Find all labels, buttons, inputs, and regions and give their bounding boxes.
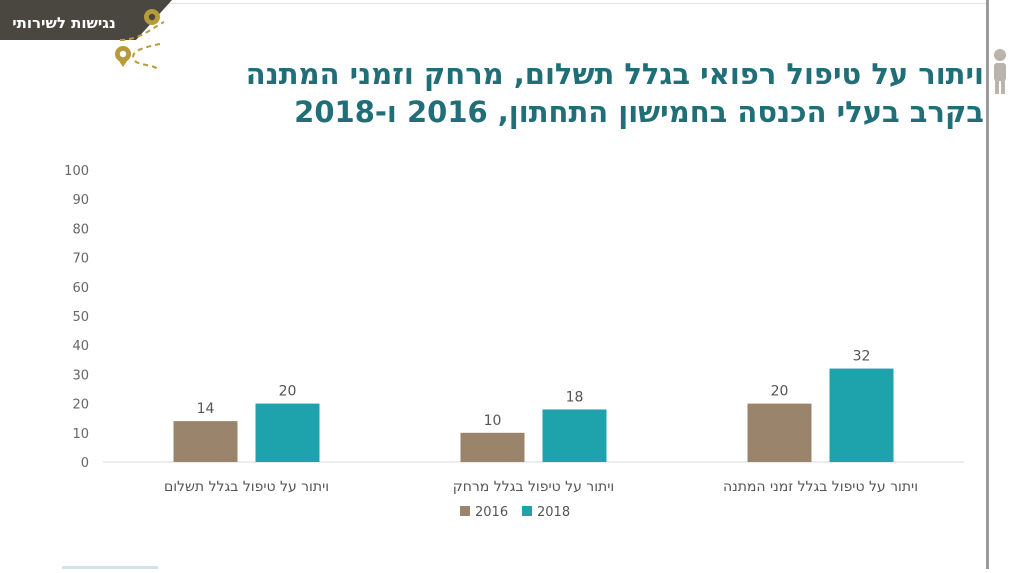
bar-2016-2 bbox=[173, 421, 238, 462]
category-label: ויתור על טיפול בגלל מרחק bbox=[453, 479, 614, 495]
bar-2018-2 bbox=[255, 403, 320, 462]
chart-canvas: 0 10 20 30 40 50 60 70 80 90 100 20 32 ויתור על טיפול… bbox=[64, 164, 964, 520]
y-tick-label: 0 bbox=[81, 456, 89, 471]
banner-label: נגישות לשירותי bbox=[12, 14, 116, 32]
slide-title: ויתור על טיפול רפואי בגלל תשלום, מרחק וז… bbox=[144, 55, 984, 131]
route-decoration bbox=[115, 43, 161, 71]
bar-chart: 0 10 20 30 40 50 60 70 80 90 100 20 32 ויתור על טיפול… bbox=[0, 150, 986, 540]
bottom-accent-line bbox=[62, 566, 158, 569]
data-label: 32 bbox=[853, 349, 871, 365]
data-label: 14 bbox=[197, 401, 215, 417]
y-tick-label: 20 bbox=[72, 398, 89, 413]
bar-2018-0 bbox=[829, 368, 894, 462]
y-tick-label: 50 bbox=[72, 310, 89, 325]
data-label: 20 bbox=[279, 384, 297, 400]
right-edge-panel bbox=[986, 0, 1012, 569]
category-label: ויתור על טיפול בגלל זמני המתנה bbox=[723, 479, 918, 495]
bar-2016-1 bbox=[460, 432, 525, 462]
title-line-1: ויתור על טיפול רפואי בגלל תשלום, מרחק וז… bbox=[245, 57, 984, 91]
category-label: ויתור על טיפול בגלל תשלום bbox=[164, 479, 329, 495]
map-pin-icon bbox=[144, 9, 160, 25]
title-line-2: בקרב בעלי הכנסה בחמישון התחתון, 2016 ו-2… bbox=[294, 95, 984, 129]
data-label: 20 bbox=[771, 384, 789, 400]
person-icon bbox=[994, 49, 1006, 94]
y-tick-label: 10 bbox=[72, 427, 89, 442]
banner-shape bbox=[0, 0, 172, 41]
y-tick-label: 90 bbox=[72, 193, 89, 208]
y-tick-label: 80 bbox=[72, 222, 89, 237]
map-pin-icon-secondary bbox=[115, 46, 131, 67]
y-tick-label: 60 bbox=[72, 281, 89, 296]
y-tick-label: 100 bbox=[64, 164, 89, 179]
legend-swatch-2016 bbox=[460, 506, 470, 516]
legend-label: 2016 bbox=[475, 505, 508, 520]
top-border-line bbox=[0, 3, 986, 4]
bar-2018-1 bbox=[542, 409, 607, 462]
data-label: 18 bbox=[566, 389, 584, 405]
y-tick-label: 30 bbox=[72, 368, 89, 383]
data-label: 10 bbox=[484, 413, 502, 429]
y-tick-label: 40 bbox=[72, 339, 89, 354]
legend-swatch-2018 bbox=[522, 506, 532, 516]
bar-2016-0 bbox=[747, 403, 812, 462]
legend-label: 2018 bbox=[537, 505, 570, 520]
section-banner: נגישות לשירותי bbox=[0, 0, 175, 48]
y-tick-label: 70 bbox=[72, 252, 89, 267]
